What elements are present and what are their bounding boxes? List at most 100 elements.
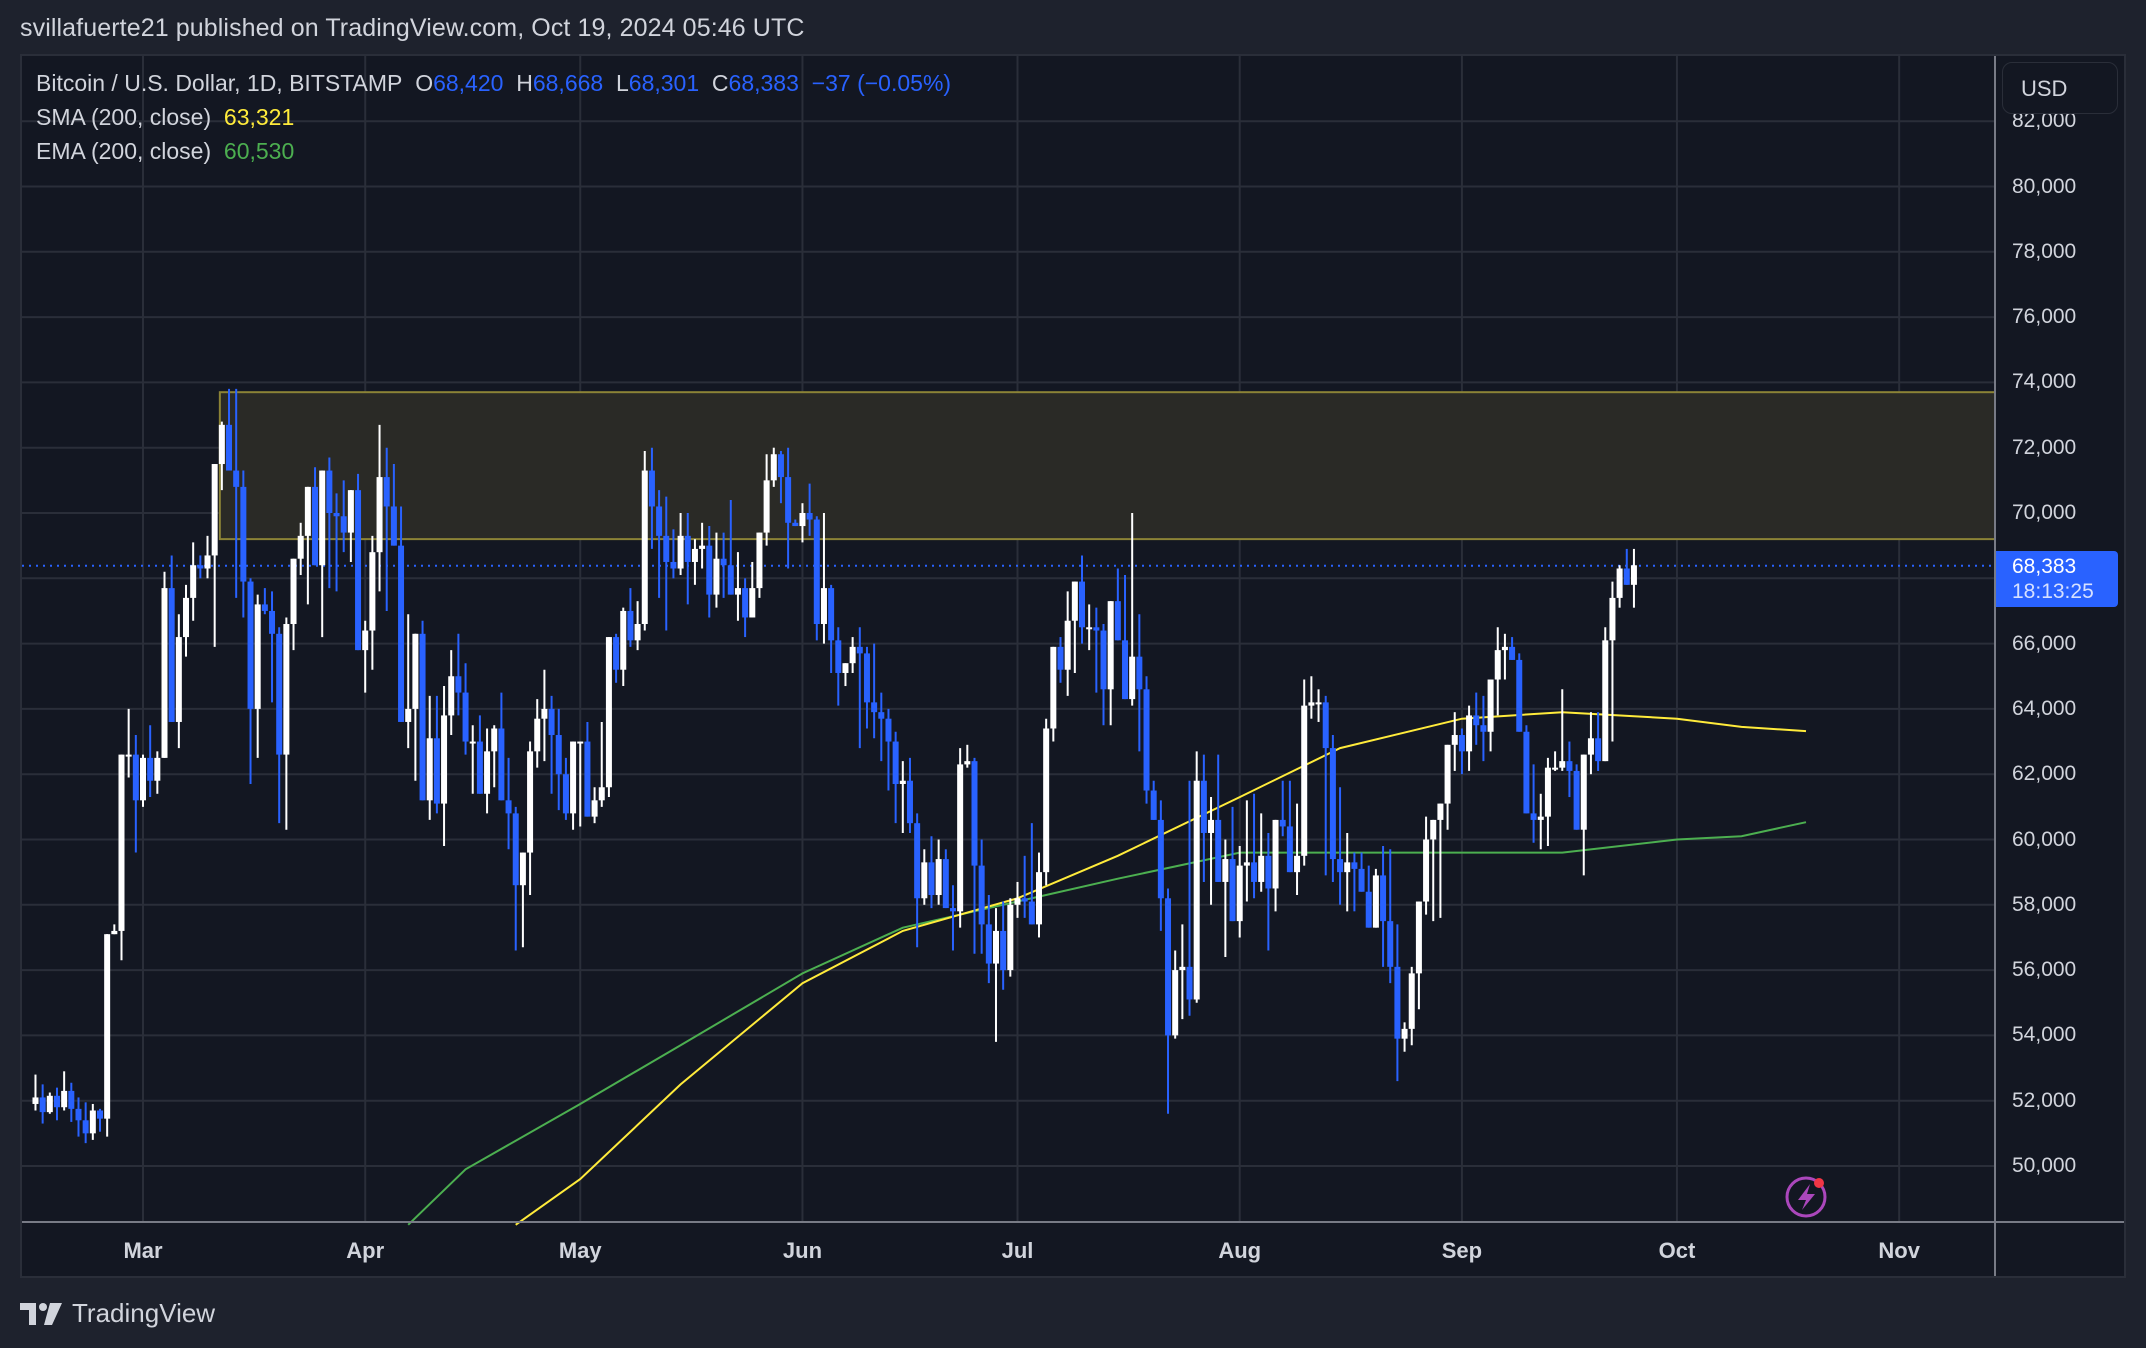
candle-down	[1150, 790, 1157, 820]
candle-up	[1036, 872, 1042, 925]
candle-up	[1272, 819, 1279, 889]
candle-up	[605, 637, 612, 788]
candle-up	[1466, 715, 1473, 752]
candle-down	[1358, 868, 1365, 892]
ema-200-line	[407, 821, 1807, 1226]
candle-down	[942, 859, 949, 909]
candle-down	[1595, 738, 1602, 762]
bar-countdown: 18:13:25	[2012, 580, 2094, 603]
low-label: L	[615, 70, 629, 96]
candle-down	[856, 646, 863, 654]
tradingview-brand[interactable]: TradingView	[20, 1298, 215, 1329]
candle-down	[197, 565, 204, 569]
candle-down	[1480, 725, 1487, 732]
candle-up	[527, 751, 534, 853]
candle-up	[362, 630, 369, 651]
chart-panel[interactable]	[20, 54, 2126, 1278]
candle-down	[914, 823, 921, 899]
candle-down	[806, 513, 813, 520]
candle-down	[706, 545, 713, 595]
candle-down	[476, 741, 483, 794]
candle-up	[1344, 862, 1351, 873]
candle-down	[1337, 859, 1344, 873]
candle-down	[333, 513, 340, 517]
candle-down	[1122, 640, 1129, 700]
candle-up	[1437, 803, 1444, 820]
candle-down	[892, 741, 899, 784]
candle-up	[1494, 650, 1501, 680]
candle-up	[1258, 855, 1265, 882]
price-tick-label: 52,000	[2012, 1088, 2077, 1112]
candle-up	[46, 1095, 53, 1113]
candle-up	[1415, 901, 1422, 974]
candle-up	[1294, 855, 1301, 873]
candle-down	[53, 1095, 60, 1108]
candle-up	[111, 930, 118, 935]
candle-up	[1050, 646, 1057, 729]
candle-up	[1086, 627, 1093, 630]
candle-up	[1559, 761, 1566, 768]
candle-up	[1107, 601, 1114, 690]
candle-up	[849, 646, 856, 664]
candle-up	[89, 1110, 96, 1134]
candle-up	[957, 764, 964, 912]
candle-down	[1057, 646, 1064, 670]
ema-legend[interactable]: EMA (200, close) 60,530	[36, 138, 294, 165]
candle-down	[1523, 731, 1530, 814]
candle-down	[985, 924, 992, 964]
candle-down	[512, 813, 519, 886]
candle-up	[218, 424, 225, 465]
candle-down	[684, 535, 691, 562]
candle-up	[32, 1097, 39, 1104]
time-tick-label: Jun	[782, 1238, 823, 1263]
time-tick-label: Aug	[1218, 1238, 1262, 1263]
candle-down	[1114, 601, 1121, 641]
candle-up	[1372, 875, 1379, 928]
symbol-name[interactable]: Bitcoin / U.S. Dollar, 1D, BITSTAMP	[36, 70, 403, 96]
low-value: 68,301	[628, 70, 700, 96]
candle-down	[226, 424, 233, 471]
flash-alert-icon[interactable]	[1785, 1176, 1827, 1218]
currency-button[interactable]: USD	[2002, 62, 2118, 114]
time-tick-label: Oct	[1658, 1238, 1696, 1263]
candle-down	[663, 535, 670, 562]
change-value: −37 (−0.05%)	[811, 70, 952, 96]
candle-up	[290, 558, 297, 625]
sma-legend[interactable]: SMA (200, close) 63,321	[36, 104, 294, 131]
price-tick-label: 50,000	[2012, 1154, 2077, 1177]
candle-up	[820, 588, 827, 625]
candle-down	[978, 865, 985, 925]
symbol-legend: Bitcoin / U.S. Dollar, 1D, BITSTAMP O68,…	[36, 70, 951, 97]
candle-up	[125, 754, 132, 757]
candle-up	[1444, 744, 1451, 804]
candle-down	[168, 588, 175, 722]
candle-down	[1136, 656, 1143, 690]
price-tick-label: 80,000	[2012, 174, 2077, 198]
candle-up	[441, 715, 448, 804]
candle-up	[1043, 728, 1050, 873]
sma-200-line	[515, 711, 1807, 1226]
candle-down	[340, 516, 347, 533]
candle-up	[1014, 898, 1021, 905]
candle-up	[1616, 568, 1623, 598]
candle-down	[1473, 715, 1480, 726]
candle-up	[469, 741, 476, 744]
candle-down	[1165, 898, 1172, 1036]
candle-down	[1365, 891, 1372, 928]
candle-up	[1602, 640, 1609, 762]
candle-down	[1458, 735, 1465, 752]
sma-value: 63,321	[223, 104, 295, 130]
price-tick-label: 66,000	[2012, 631, 2077, 655]
candle-up	[347, 490, 354, 533]
candle-up	[1580, 754, 1587, 830]
candle-down	[455, 676, 462, 693]
candle-down	[383, 477, 390, 507]
candle-down	[878, 712, 885, 719]
ema-label: EMA (200, close)	[36, 138, 212, 164]
candle-up	[1308, 702, 1315, 706]
candle-up	[691, 548, 698, 562]
candle-down	[906, 780, 913, 824]
candle-down	[971, 761, 978, 866]
candle-down	[1157, 819, 1164, 899]
